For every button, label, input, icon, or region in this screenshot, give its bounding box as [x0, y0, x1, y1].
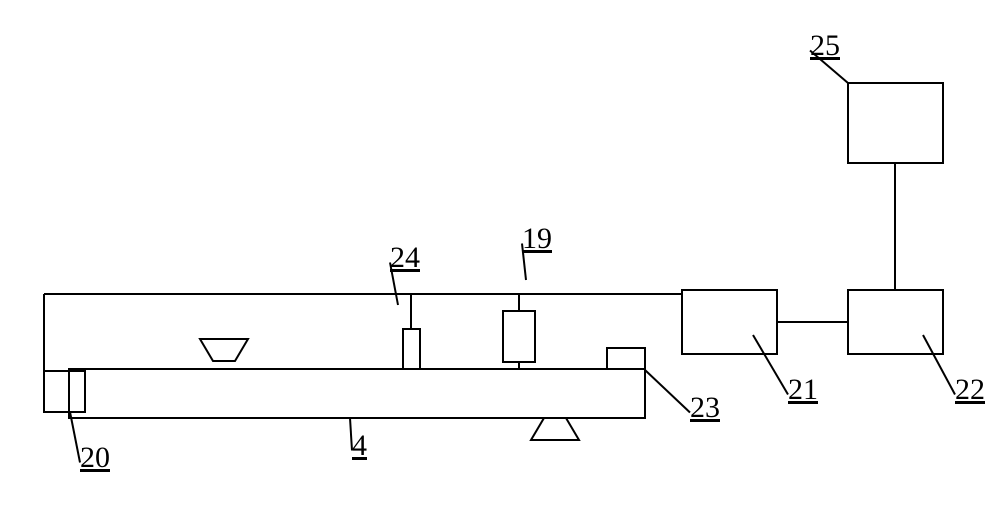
box-20-label: 20 — [80, 441, 110, 474]
main-bar-label: 4 — [352, 429, 367, 462]
box-23-label: 23 — [690, 391, 720, 424]
box-19-label: 19 — [522, 222, 552, 255]
box-24-label: 24 — [390, 241, 420, 274]
canvas-bg — [0, 0, 1000, 506]
box-22-label: 22 — [955, 373, 985, 406]
box-21-label: 21 — [788, 373, 818, 406]
box-25-label: 25 — [810, 29, 840, 62]
